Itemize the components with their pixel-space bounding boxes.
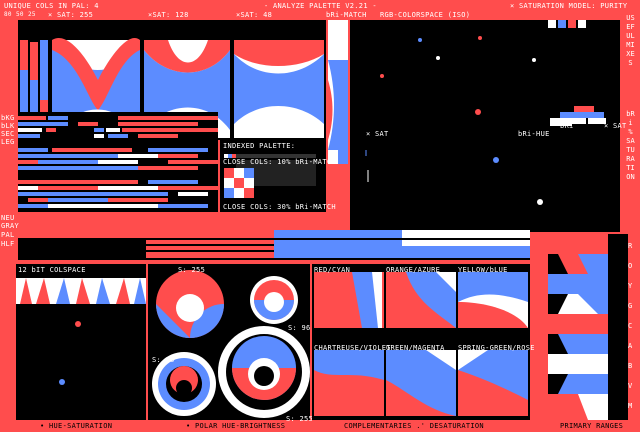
hue-letter-m: M <box>628 402 633 410</box>
comp-green-magenta: GREEN/MAGENTA <box>386 344 445 352</box>
polar-s255-label: S: 255 <box>178 266 206 274</box>
primary-ranges-panel <box>548 234 628 420</box>
tick-50: 50 <box>16 11 24 18</box>
sat-48-label: ×SAT: 48 <box>236 11 273 19</box>
label-pal: PAL <box>1 231 15 239</box>
polar-s96-label: S: 96 <box>288 324 311 332</box>
footer-polar: • POLAR HUE-BRIGHTNESS <box>186 422 286 430</box>
comp-chartreuse-violet: CHARTREUSE/VIOLET <box>314 344 391 352</box>
colspace-12bit-panel <box>16 264 146 420</box>
neutral-band <box>18 230 530 260</box>
close-cols-10-label: CLOSE COLS: 10% bRi-MATCH <box>223 158 336 166</box>
indexed-palette-title: INDEXED PALETTE: <box>223 142 296 150</box>
rgb-x-sat-label: × SAT <box>366 130 389 138</box>
sat-128-label: ×SAT: 128 <box>148 11 189 19</box>
comp-yellow-blue: YELLOW/bLUE <box>458 266 508 274</box>
tick-80: 80 <box>4 11 12 18</box>
tick-25: 25 <box>28 11 36 18</box>
label-hlf: HLF <box>1 240 15 248</box>
sat-255-label: × SAT: 255 <box>48 11 94 19</box>
comp-orange-azure: ORANGE/AZURE <box>386 266 441 274</box>
label-neu: NEU <box>1 214 15 222</box>
hue-letter-b: B <box>628 362 633 370</box>
hue-letter-g: G <box>628 302 633 310</box>
rgb-bri-hue-label: bRi-HUE <box>518 130 550 138</box>
useful-mixes-label: USEFUL MIXES <box>626 14 635 67</box>
hue-letter-y: Y <box>628 282 633 290</box>
hue-wave-panel <box>18 20 326 140</box>
bri-match-label: bRi-MATCH <box>326 11 367 19</box>
bri-saturation-label: bRi % SATURATION <box>626 110 635 181</box>
hue-letter-v: V <box>628 382 633 390</box>
footer-primary-ranges: PRIMARY RANGES <box>560 422 624 430</box>
label-bkg: bKG <box>1 114 15 122</box>
rgb-colorspace-title: RGB-COLORSPACE (ISO) <box>380 11 471 19</box>
bri-match-strip <box>328 20 348 164</box>
rgb-colorspace-panel <box>350 20 620 232</box>
footer-hue-saturation: • HUE-SATURATION <box>40 422 113 430</box>
hue-letter-a: A <box>628 342 633 350</box>
hue-letter-c: C <box>628 322 633 330</box>
hue-letter-o: O <box>628 262 633 270</box>
label-leg: LEG <box>1 138 15 146</box>
hue-letter-r: R <box>628 242 633 250</box>
polar-panel <box>148 264 310 420</box>
close-cols-30-label: CLOSE COLS: 30% bRi-MATCH <box>223 203 336 211</box>
app-title: - ANALYZE PALETTE V2.21 - <box>264 2 377 10</box>
label-gray: GRAY <box>1 222 20 230</box>
complementaries-panel <box>312 264 530 420</box>
unique-cols-label: UNIQUE COLS IN PAL: 4 <box>4 2 99 10</box>
polar-s96b-label: S: 96 <box>152 356 175 364</box>
rgb-x-sat2-label: × SAT <box>604 122 627 130</box>
label-sec: SEC <box>1 130 15 138</box>
label-blk: bLK <box>1 122 15 130</box>
saturation-model-label[interactable]: × SATURATION MODEL: PURITY <box>510 2 628 10</box>
comp-red-cyan: RED/CYAN <box>314 266 351 274</box>
palette-bars-panel <box>18 112 218 212</box>
polar-s255b-label: S: 255 <box>286 415 314 423</box>
colspace-12bit-title: 12 bIT COLSPACE <box>18 266 86 274</box>
footer-complementaries: COMPLEMENTARIES .' DESATURATION <box>344 422 484 430</box>
rgb-bri-label: bRi <box>560 122 574 130</box>
indexed-palette-panel <box>220 140 326 212</box>
comp-spring-green-rose: SPRING-GREEN/ROSE <box>458 344 535 352</box>
hue-letters: R O Y G C A B V M <box>628 236 638 416</box>
